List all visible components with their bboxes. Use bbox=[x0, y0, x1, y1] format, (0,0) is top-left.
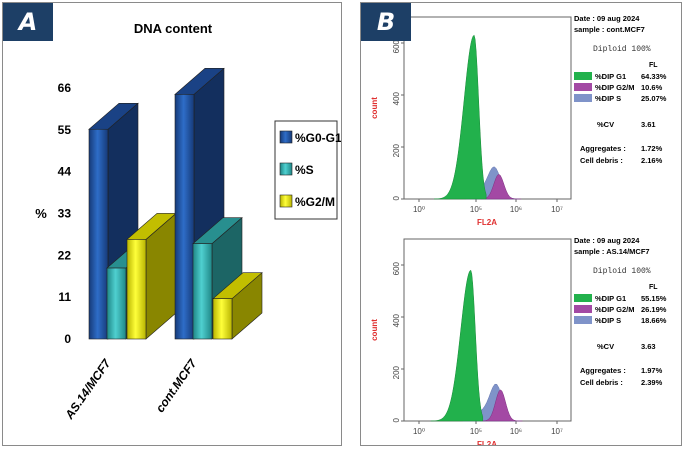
bar-front bbox=[174, 94, 195, 340]
y-tick-label: 0 bbox=[64, 332, 71, 346]
stat-value: 55.15% bbox=[641, 294, 667, 303]
stat-value: 64.33% bbox=[641, 72, 667, 81]
y-tick-label: 55 bbox=[58, 123, 72, 137]
cv-value: 3.63 bbox=[641, 342, 656, 351]
legend-swatch bbox=[279, 194, 293, 208]
x-tick-label: 10⁰ bbox=[413, 205, 425, 214]
bar-front bbox=[192, 243, 213, 340]
x-tick-label: 10⁶ bbox=[510, 427, 522, 436]
y-tick-label: 66 bbox=[58, 81, 72, 95]
histogram-cont-mcf7: 0 200 400 600 10⁰ 10⁵ 10⁶ 10⁷ count FL2A Date : 09… bbox=[370, 14, 667, 227]
cv-label: %CV bbox=[597, 342, 614, 351]
legend-label: %G0-G1 bbox=[295, 131, 341, 145]
plot-frame bbox=[403, 16, 572, 200]
stat-swatch bbox=[574, 94, 592, 102]
cv-label: %CV bbox=[597, 120, 614, 129]
y-tick-label: 200 bbox=[392, 365, 401, 379]
x-axis-label: FL2A bbox=[477, 218, 497, 227]
y-tick-label: 400 bbox=[392, 91, 401, 105]
column-header: FL bbox=[649, 62, 658, 69]
aggregates-value: 1.72% bbox=[641, 144, 663, 153]
x-tick-label: 10⁵ bbox=[470, 427, 482, 436]
debris-label: Cell debris : bbox=[580, 378, 623, 387]
plot-frame bbox=[403, 238, 572, 422]
x-category-label: AS.14/MCF7 bbox=[62, 356, 115, 423]
stat-label: %DIP G2/M bbox=[595, 83, 634, 92]
y-axis-label: count bbox=[370, 97, 379, 119]
x-tick-label: 10⁷ bbox=[551, 427, 563, 436]
date-text: Date : 09 aug 2024 bbox=[574, 236, 640, 245]
histogram-as14-mcf7: 0 200 400 600 10⁰ 10⁵ 10⁶ 10⁷ count FL2A Date : 09… bbox=[370, 236, 667, 449]
g2m-phase-area bbox=[482, 389, 523, 422]
x-axis-label: FL2A bbox=[477, 440, 497, 445]
column-header: FL bbox=[649, 284, 658, 291]
sample-text: sample : AS.14/MCF7 bbox=[574, 247, 650, 256]
x-tick-label: 10⁷ bbox=[551, 205, 563, 214]
stat-swatch bbox=[574, 72, 592, 80]
sample-text: sample : cont.MCF7 bbox=[574, 25, 645, 34]
y-tick-label: 600 bbox=[392, 261, 401, 275]
y-tick-label: 11 bbox=[58, 290, 71, 304]
g2m-phase-area bbox=[480, 173, 521, 200]
model-text: Diploid 100% bbox=[593, 267, 651, 276]
y-tick-label: 44 bbox=[58, 165, 72, 179]
y-tick-label: 600 bbox=[392, 39, 401, 53]
bar-g2m-0 bbox=[126, 212, 177, 340]
stat-swatch bbox=[574, 294, 592, 302]
panel-a: A DNA content % 0 11 22 33 44 55 66 AS.14/MCF7 c… bbox=[2, 2, 342, 446]
stat-swatch bbox=[574, 316, 592, 324]
legend-swatch bbox=[279, 130, 293, 144]
flow-cytometry-histograms: 0 200 400 600 10⁰ 10⁵ 10⁶ 10⁷ count FL2A Date : 09… bbox=[370, 14, 667, 449]
aggregates-value: 1.97% bbox=[641, 366, 663, 375]
aggregates-label: Aggregates : bbox=[580, 366, 626, 375]
aggregates-label: Aggregates : bbox=[580, 144, 626, 153]
stat-value: 25.07% bbox=[641, 94, 667, 103]
y-tick-label: 0 bbox=[392, 195, 401, 200]
debris-value: 2.16% bbox=[641, 156, 663, 165]
g1-phase-area bbox=[433, 34, 487, 200]
stat-label: %DIP G1 bbox=[595, 72, 626, 81]
dna-content-bar-chart: DNA content % 0 11 22 33 44 55 66 AS.14/MCF7 con… bbox=[35, 21, 342, 423]
stat-label: %DIP S bbox=[595, 94, 621, 103]
stat-value: 26.19% bbox=[641, 305, 667, 314]
x-category-label: cont.MCF7 bbox=[153, 356, 200, 415]
model-text: Diploid 100% bbox=[593, 45, 651, 54]
y-tick-label: 200 bbox=[392, 143, 401, 157]
y-axis-label: % bbox=[35, 206, 47, 221]
panel-b: B 0 200 400 600 10⁰ 10⁵ 10⁶ 10⁷ count FL2A Date : … bbox=[360, 2, 682, 449]
date-text: Date : 09 aug 2024 bbox=[574, 14, 640, 23]
stat-swatch bbox=[574, 83, 592, 91]
bar-front bbox=[212, 298, 233, 340]
panel-a-badge: A bbox=[3, 3, 53, 41]
y-axis-label: count bbox=[370, 319, 379, 341]
y-tick-label: 400 bbox=[392, 313, 401, 327]
y-tick-label: 22 bbox=[58, 248, 72, 262]
x-tick-label: 10⁵ bbox=[470, 205, 482, 214]
stat-value: 18.66% bbox=[641, 316, 667, 325]
stat-value: 10.6% bbox=[641, 83, 663, 92]
stat-label: %DIP G2/M bbox=[595, 305, 634, 314]
stat-swatch bbox=[574, 305, 592, 313]
panel-b-badge: B bbox=[361, 3, 411, 41]
bar-g2m-1 bbox=[212, 272, 263, 340]
y-tick-label: 33 bbox=[58, 207, 72, 221]
y-tick-label: 0 bbox=[392, 417, 401, 422]
bar-front bbox=[88, 128, 109, 340]
debris-value: 2.39% bbox=[641, 378, 663, 387]
chart-title: DNA content bbox=[134, 21, 213, 36]
legend-label: %G2/M bbox=[295, 195, 335, 209]
legend-swatch bbox=[279, 162, 293, 176]
g1-phase-area bbox=[430, 269, 484, 422]
legend-label: %S bbox=[295, 163, 314, 177]
legend: %G0-G1 %S %G2/M bbox=[274, 120, 342, 220]
x-tick-label: 10⁰ bbox=[413, 427, 425, 436]
debris-label: Cell debris : bbox=[580, 156, 623, 165]
x-tick-label: 10⁶ bbox=[510, 205, 522, 214]
bar-front bbox=[126, 239, 147, 340]
stat-label: %DIP G1 bbox=[595, 294, 626, 303]
bar-front bbox=[106, 267, 127, 340]
cv-value: 3.61 bbox=[641, 120, 656, 129]
stat-label: %DIP S bbox=[595, 316, 621, 325]
